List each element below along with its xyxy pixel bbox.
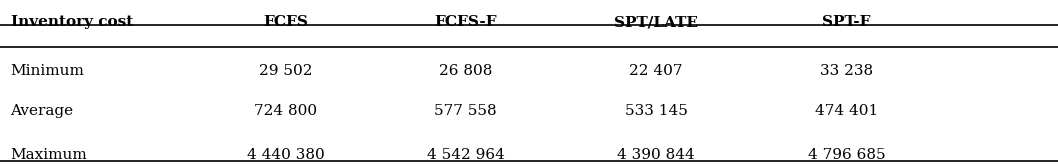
- Text: SPT-F: SPT-F: [822, 15, 871, 29]
- Text: SPT/LATE: SPT/LATE: [614, 15, 698, 29]
- Text: 533 145: 533 145: [624, 104, 688, 118]
- Text: Average: Average: [11, 104, 74, 118]
- Text: 724 800: 724 800: [254, 104, 317, 118]
- Text: 577 558: 577 558: [434, 104, 497, 118]
- Text: Inventory cost: Inventory cost: [11, 15, 133, 29]
- Text: Minimum: Minimum: [11, 64, 85, 78]
- Text: Maximum: Maximum: [11, 148, 88, 162]
- Text: 26 808: 26 808: [439, 64, 492, 78]
- Text: 474 401: 474 401: [815, 104, 878, 118]
- Text: 4 542 964: 4 542 964: [426, 148, 505, 162]
- Text: 4 796 685: 4 796 685: [807, 148, 886, 162]
- Text: 29 502: 29 502: [259, 64, 312, 78]
- Text: FCFS-F: FCFS-F: [434, 15, 497, 29]
- Text: 22 407: 22 407: [630, 64, 682, 78]
- Text: 33 238: 33 238: [820, 64, 873, 78]
- Text: 4 440 380: 4 440 380: [247, 148, 325, 162]
- Text: FCFS: FCFS: [263, 15, 308, 29]
- Text: 4 390 844: 4 390 844: [617, 148, 695, 162]
